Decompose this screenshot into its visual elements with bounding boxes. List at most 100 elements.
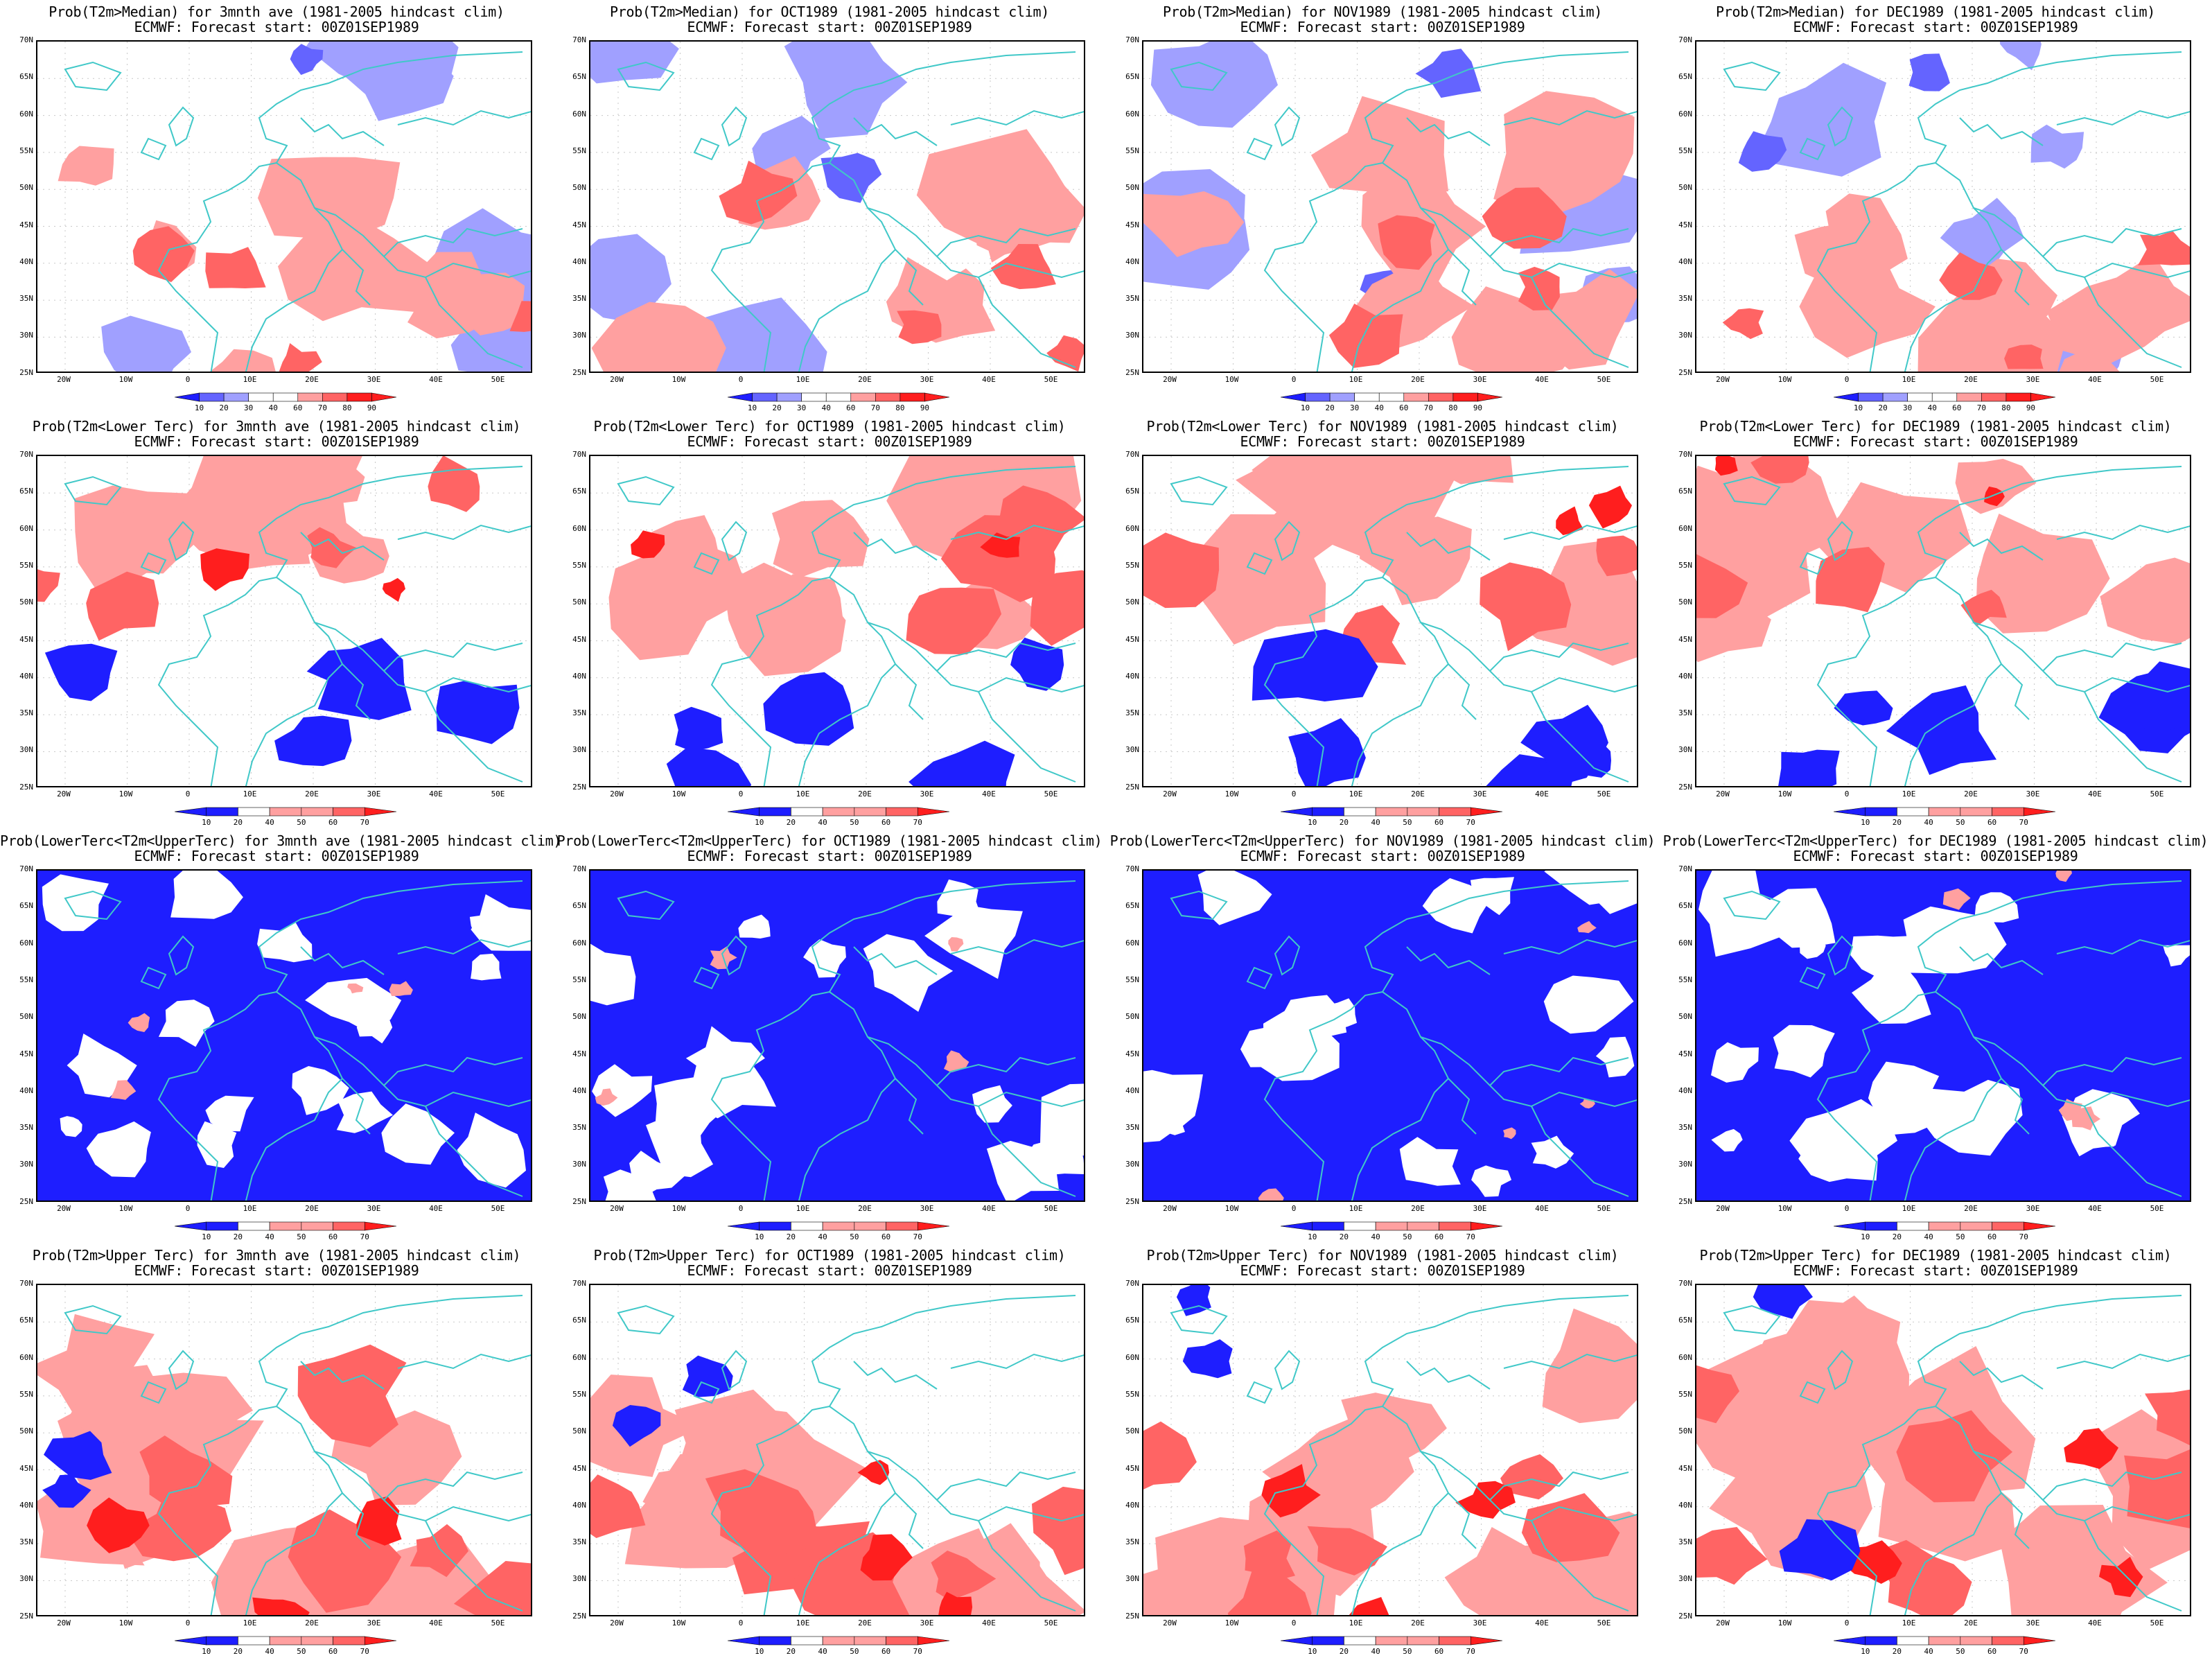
probability-region [2004,344,2044,369]
probability-region [1850,935,1929,987]
coastline [1263,1406,1383,1615]
y-tick-label: 35N [572,1123,586,1133]
coastline [245,162,344,372]
colorbar-segment [825,392,852,402]
colorbar-segment [269,807,302,817]
coastline [1489,227,1629,257]
probability-region [1834,690,1893,726]
colorbar-segment [1882,392,1908,402]
map-plot-area [589,40,1085,373]
colorbar-label: 50 [297,818,306,827]
coastline [1816,162,1936,372]
probability-region [1143,191,1245,257]
coastline [1959,946,2044,975]
colorbar-label: 60 [328,1647,338,1656]
coastline [1448,1078,1477,1135]
probability-field [37,1285,531,1615]
colorbar-label: 60 [328,1232,338,1241]
x-tick-label: 40E [1535,789,1549,799]
colorbar-segment [917,807,949,817]
map-panel: Prob(T2m<Lower Terc) for OCT1989 (1981-2… [553,414,1106,829]
coastline [2001,1078,2030,1135]
colorbar-segment [238,807,270,817]
probability-region [1796,935,1826,959]
colorbar-label: 60 [1987,1232,1997,1241]
x-tick-label: 10E [796,789,810,799]
probability-region [305,977,402,1035]
coastline [300,532,385,561]
y-tick-label: 55N [572,560,586,570]
probability-field [590,871,1084,1201]
coastline [978,1106,1076,1197]
probability-region [2145,1389,2190,1446]
probability-region [210,349,276,372]
coastline [157,577,277,786]
colorbar-segment [238,1221,270,1231]
colorbar-segment [175,1636,207,1646]
probability-region [1197,871,1272,925]
colorbar-label: 10 [1308,1647,1317,1656]
colorbar-segment [1281,807,1313,817]
panel-title: Prob(T2m>Median) for DEC1989 (1981-2005 … [1715,3,2155,20]
probability-region [58,146,114,186]
x-tick-label: 50E [491,1204,505,1213]
y-tick-label: 40N [19,256,33,266]
colorbar-segment [175,392,200,402]
colorbar-label: 70 [317,403,327,412]
coastline [1816,991,1936,1201]
colorbar-label: 50 [297,1647,306,1656]
coastline [1170,61,1228,91]
coastline [1246,552,1273,575]
colorbar-segment [759,1636,791,1646]
coastline [936,642,1076,672]
colorbar-segment [1452,392,1478,402]
coastline [1246,966,1273,990]
probability-region [1261,1464,1321,1518]
x-tick-label: 30E [367,789,381,799]
probability-region [1378,215,1435,270]
colorbar-label: 40 [265,1232,274,1241]
colorbar-segment [206,807,238,817]
coastline [1274,1350,1301,1390]
y-tick-label: 60N [1125,109,1139,119]
y-tick-label: 55N [19,560,33,570]
panel-title: Prob(T2m>Upper Terc) for 3mnth ave (1981… [32,1247,521,1264]
y-tick-label: 30N [1125,1574,1139,1584]
x-tick-label: 40E [1535,375,1549,384]
y-tick-label: 35N [1678,1123,1692,1133]
y-tick-label: 25N [19,367,33,377]
probability-region [1349,1597,1389,1615]
y-tick-label: 40N [19,1085,33,1095]
probability-region [938,1591,973,1615]
probability-field [1143,42,1637,372]
y-tick-label: 45N [1678,634,1692,644]
y-tick-label: 65N [1125,1316,1139,1325]
x-tick-label: 10W [1778,1204,1792,1213]
y-tick-label: 70N [19,35,33,44]
probability-region [666,747,751,786]
y-tick-label: 30N [572,1574,586,1584]
probability-region [1999,42,2042,71]
colorbar-segment [1931,392,1958,402]
colorbar [1834,807,2055,817]
probability-region [1518,266,1560,311]
y-tick-label: 35N [1125,1537,1139,1547]
colorbar-label: 60 [846,403,856,412]
coastline [342,249,371,306]
coastline [64,475,122,506]
coastline [157,1406,277,1615]
coastline [1170,475,1228,506]
map-plot-area [1695,1284,2191,1616]
probability-region [591,302,726,372]
probability-region [1143,1070,1203,1131]
coastline [1274,521,1301,561]
colorbar-segment [301,807,333,817]
colorbar-segment [1897,1221,1929,1231]
probability-field [1696,1285,2190,1615]
coastline [1973,1036,2190,1108]
probability-region [1543,975,1634,1034]
y-tick-label: 40N [572,1500,586,1510]
coastline [1723,890,1781,920]
probability-field [37,42,531,372]
colorbar-segment [1407,1221,1439,1231]
